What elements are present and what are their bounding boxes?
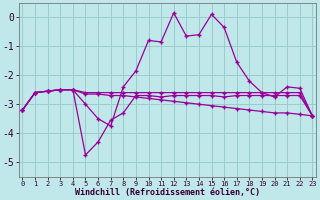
X-axis label: Windchill (Refroidissement éolien,°C): Windchill (Refroidissement éolien,°C) bbox=[75, 188, 260, 197]
